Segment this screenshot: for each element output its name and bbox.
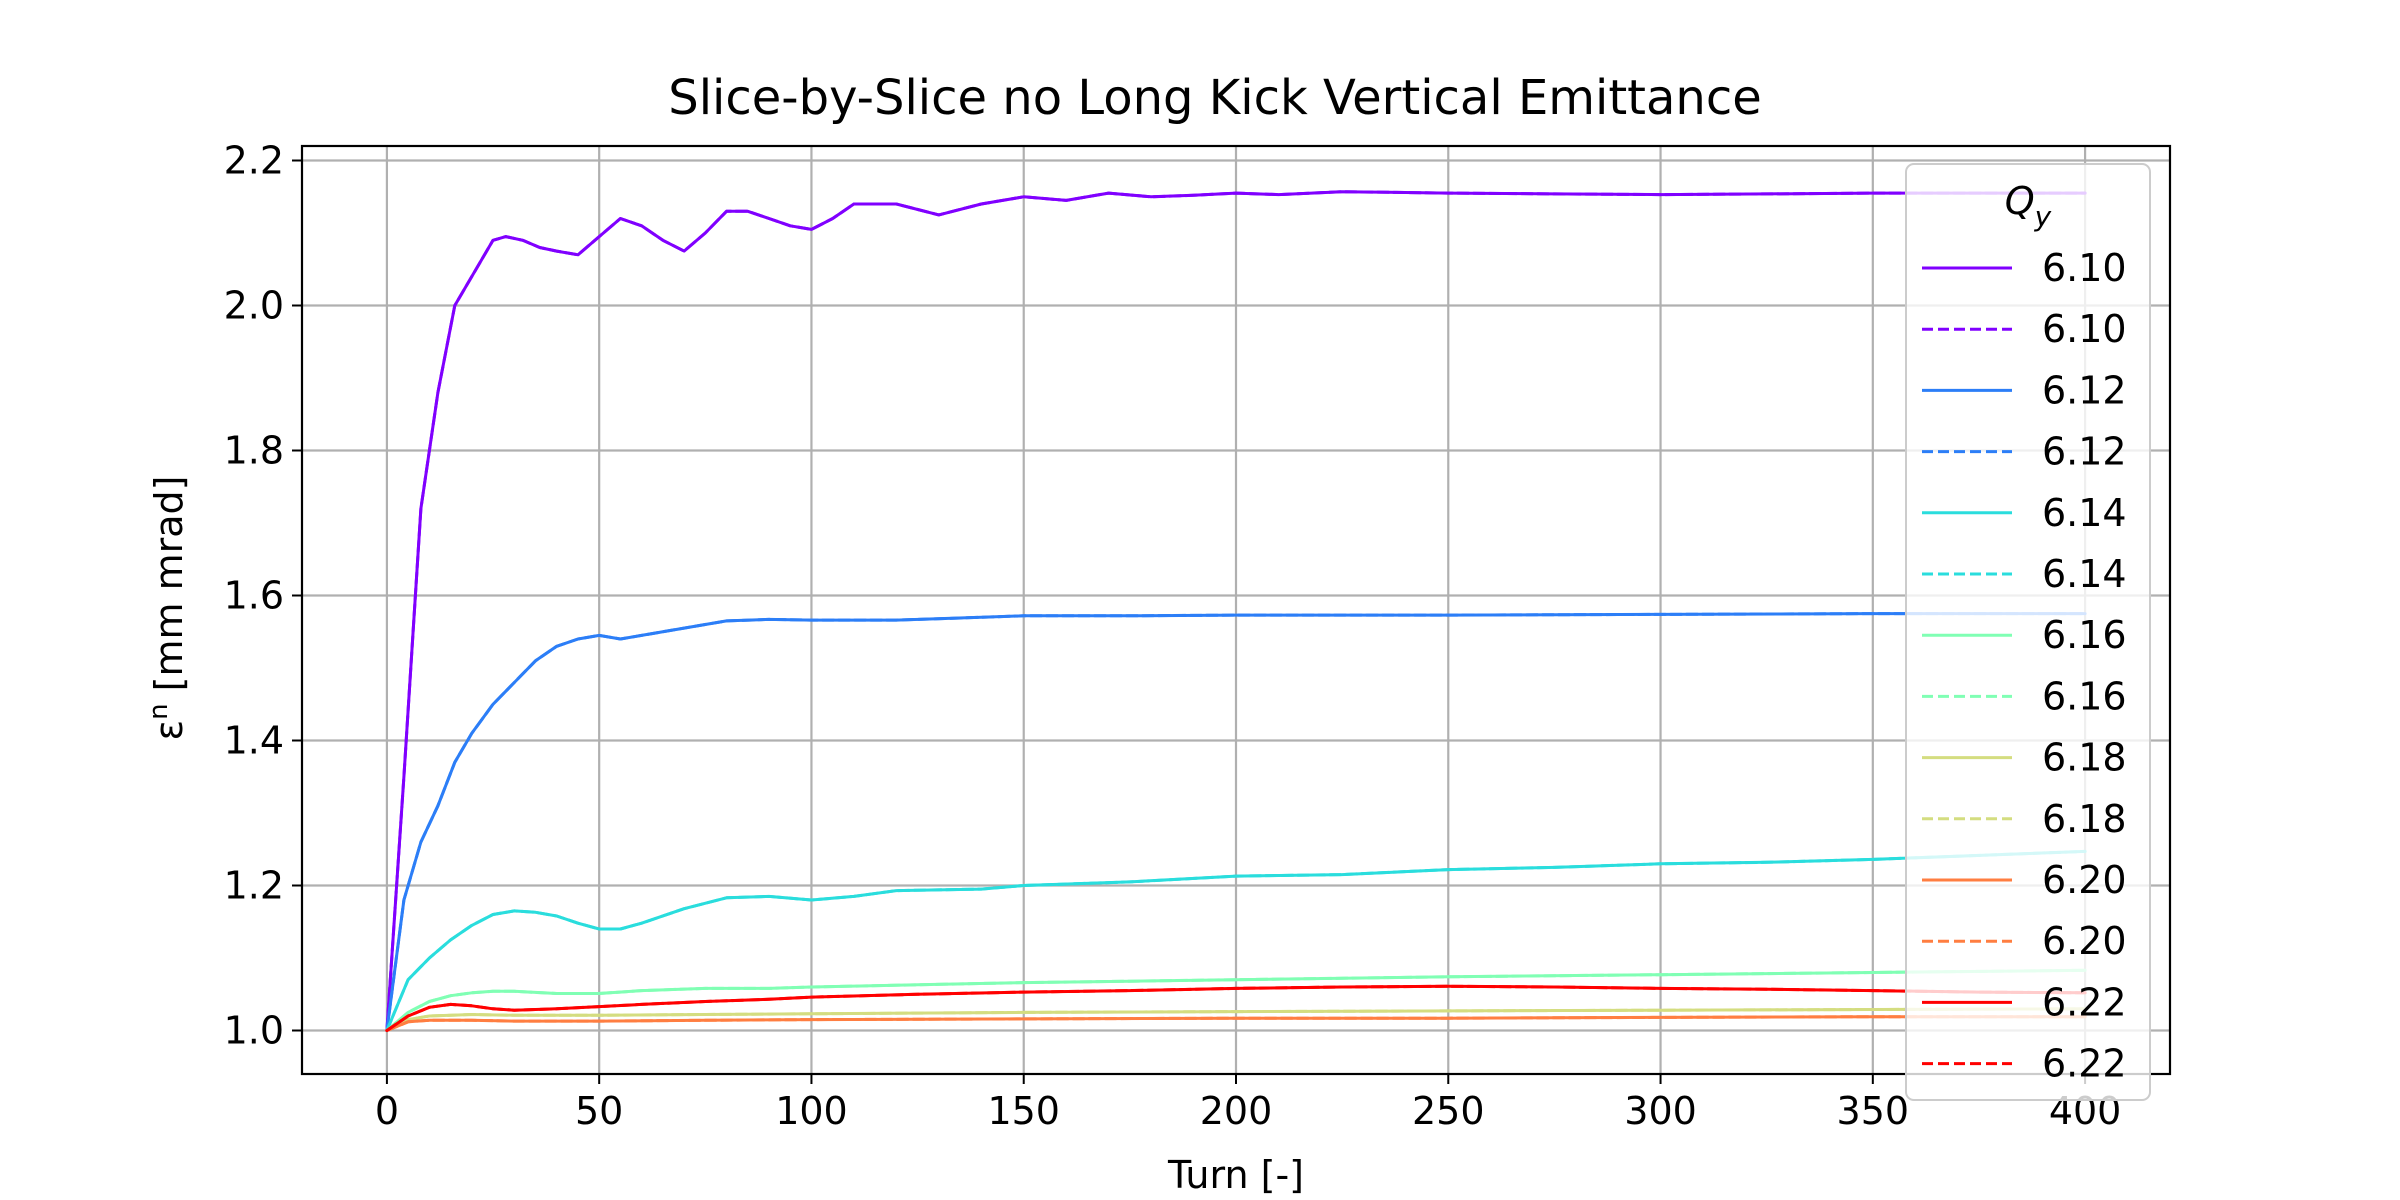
- x-tick-label: 50: [575, 1089, 623, 1133]
- legend-label: 6.22: [2042, 980, 2127, 1024]
- legend: Qy 6.106.106.126.126.146.146.166.166.186…: [1905, 163, 2151, 1101]
- x-tick-label: 150: [987, 1089, 1060, 1133]
- series-line-3: [385, 612, 2087, 1032]
- y-tick-label: 1.8: [224, 429, 284, 473]
- legend-label: 6.20: [2042, 919, 2127, 963]
- legend-box: [1905, 163, 2151, 1101]
- series-line-13: [385, 984, 2087, 1032]
- legend-label: 6.16: [2042, 613, 2127, 657]
- y-axis-label-units: [mm mrad]: [147, 476, 191, 704]
- legend-entries: 6.10 6.10 6.12 6.12 6.14 6.14 6.16 6.16 6.18 6.18…: [1922, 246, 2127, 1086]
- series-line-11: [385, 1015, 2087, 1032]
- legend-label: 6.18: [2042, 736, 2127, 780]
- y-axis-label-superscript: n: [144, 703, 174, 719]
- x-tick-label: 300: [1624, 1089, 1697, 1133]
- y-tick-label: 1.4: [224, 719, 284, 763]
- y-axis-label: εn [mm mrad]: [144, 476, 191, 741]
- x-tick-label: 0: [375, 1089, 399, 1133]
- chart-title: Slice-by-Slice no Long Kick Vertical Emi…: [668, 70, 1762, 126]
- legend-label: 6.14: [2042, 552, 2127, 596]
- y-tick-label: 2.0: [224, 284, 284, 328]
- x-tick-label: 200: [1200, 1089, 1273, 1133]
- series-line-9: [385, 1007, 2087, 1032]
- series-line-5: [385, 849, 2087, 1032]
- legend-label: 6.16: [2042, 674, 2127, 718]
- legend-title-subscript: y: [2034, 200, 2052, 233]
- legend-title: Qy: [2005, 179, 2052, 233]
- series-line-1: [385, 190, 2087, 1032]
- y-tick-label: 1.0: [224, 1009, 284, 1053]
- x-axis-label: Turn [-]: [1167, 1153, 1304, 1197]
- legend-label: 6.20: [2042, 858, 2127, 902]
- y-axis-label-symbol: ε: [147, 720, 191, 741]
- legend-label: 6.10: [2042, 307, 2127, 351]
- series-group: [385, 190, 2087, 1032]
- legend-label: 6.18: [2042, 797, 2127, 841]
- legend-label: 6.12: [2042, 430, 2127, 474]
- legend-label: 6.22: [2042, 1042, 2127, 1086]
- legend-label: 6.10: [2042, 246, 2127, 290]
- legend-label: 6.12: [2042, 368, 2127, 412]
- legend-title-q: Q: [2005, 179, 2035, 223]
- series-line-7: [385, 968, 2087, 1032]
- legend-label: 6.14: [2042, 491, 2127, 535]
- y-tick-label: 2.2: [224, 139, 284, 183]
- y-tick-label: 1.2: [224, 864, 284, 908]
- y-tick-label: 1.6: [224, 574, 284, 618]
- x-tick-label: 100: [775, 1089, 848, 1133]
- x-tick-label: 250: [1412, 1089, 1485, 1133]
- x-tick-label: 350: [1837, 1089, 1910, 1133]
